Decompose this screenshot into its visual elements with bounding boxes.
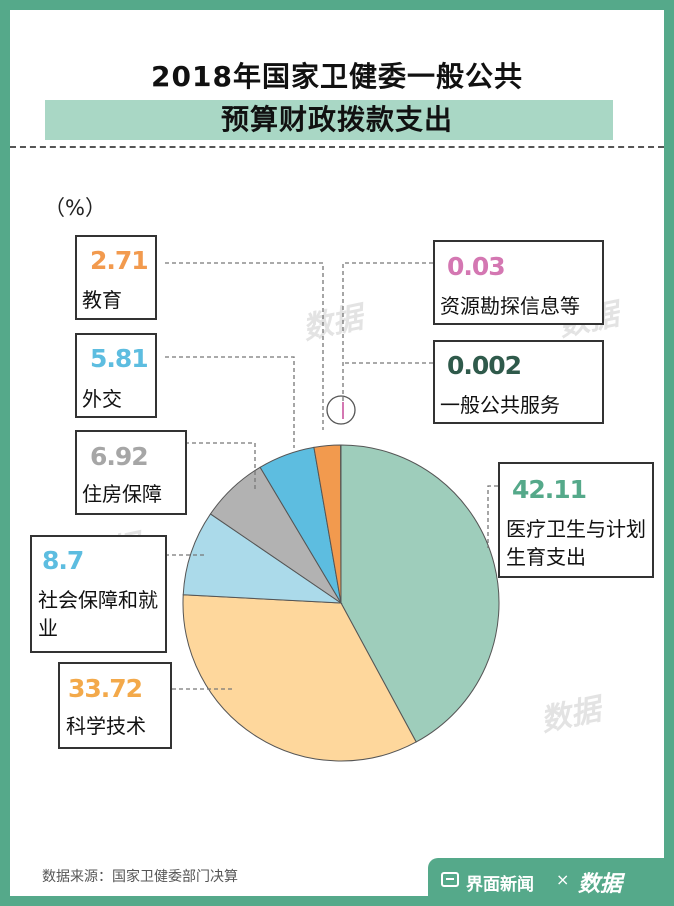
pie-chart [165, 262, 500, 762]
category-label-resources: 资源勘探信息等 [440, 294, 580, 318]
news-logo-icon [441, 872, 459, 887]
leader-line-housing [185, 442, 256, 490]
callout-box-housing [75, 430, 187, 515]
leader-line-education [165, 262, 324, 430]
category-label-public-service: 一般公共服务 [440, 393, 560, 417]
callout-box-healthcare [498, 462, 654, 578]
data-label-diplomacy: 5.81 [90, 344, 149, 373]
data-label-public-service: 0.002 [447, 351, 522, 380]
data-label-healthcare: 42.11 [512, 475, 587, 504]
pie-slice-social-security [182, 513, 343, 604]
pie-slice-healthcare [340, 444, 500, 743]
leader-line-resources [342, 262, 433, 414]
category-label-housing: 住房保障 [82, 482, 162, 506]
callout-box-science [58, 662, 172, 749]
callout-box-public-service [433, 340, 604, 424]
small-slices-zoom-circle [326, 395, 356, 425]
category-label-healthcare: 医疗卫生与计划生育支出 [506, 517, 646, 569]
brand-separator: × [556, 870, 570, 889]
partner-logo: 数据 [578, 872, 623, 897]
category-label-diplomacy: 外交 [82, 387, 122, 411]
callout-box-social-security [30, 535, 167, 653]
brand-name: 界面新闻 [466, 875, 534, 895]
callout-box-education [75, 235, 157, 320]
leader-line-healthcare [487, 485, 498, 548]
category-label-science: 科学技术 [66, 714, 146, 738]
category-label-social-security: 社会保障和就业 [38, 588, 158, 640]
data-label-education: 2.71 [90, 246, 149, 275]
callout-box-resources [433, 240, 604, 325]
title-divider [10, 146, 664, 148]
callout-box-diplomacy [75, 333, 157, 418]
chart-title-line1: 2018年国家卫健委一般公共 [151, 60, 523, 93]
data-label-resources: 0.03 [447, 252, 506, 281]
title-highlight-band [45, 100, 613, 140]
data-label-science: 33.72 [68, 674, 143, 703]
unit-label: （%） [44, 196, 106, 220]
source-note: 数据来源：国家卫健委部门决算 [42, 869, 238, 885]
pie-slice-science [182, 594, 417, 762]
brand-bar: 界面新闻 × 数据 [428, 858, 664, 897]
data-label-housing: 6.92 [90, 442, 149, 471]
data-label-social-security: 8.7 [42, 546, 84, 575]
chart-title-line2: 预算财政拨款支出 [220, 103, 453, 136]
category-label-education: 教育 [82, 288, 122, 312]
leader-line-diplomacy [165, 356, 295, 448]
